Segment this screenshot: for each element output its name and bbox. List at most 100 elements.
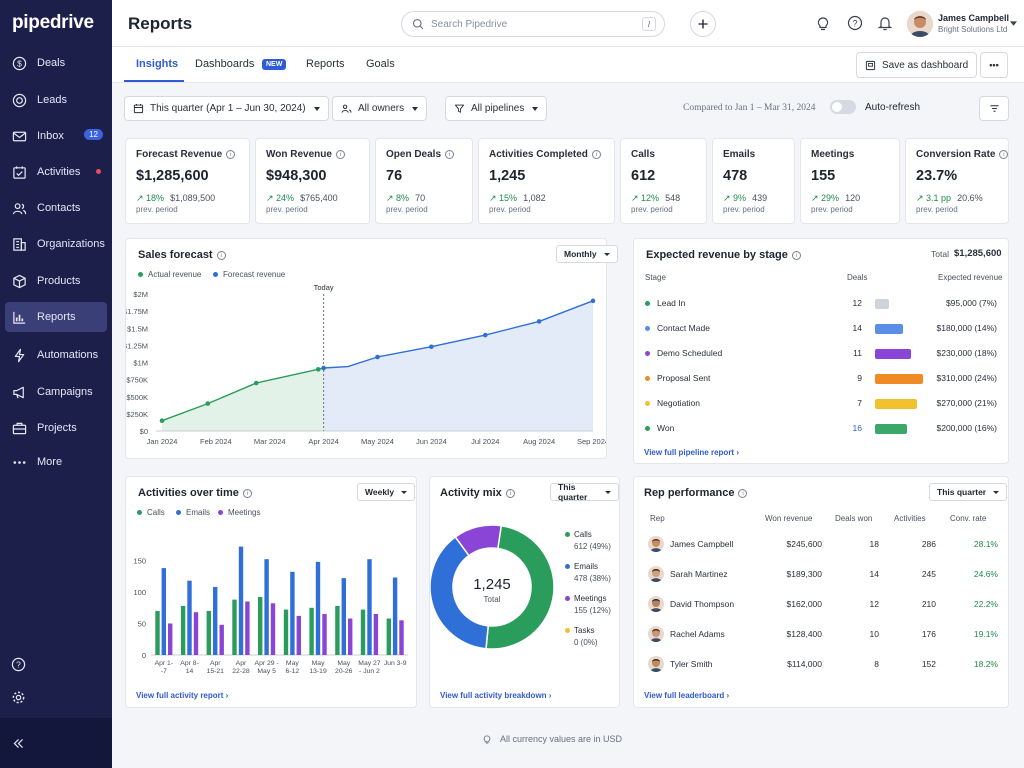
bar-calls[interactable] bbox=[180, 605, 186, 655]
info-icon[interactable]: i bbox=[999, 150, 1009, 159]
sidebar-item-products[interactable]: Products bbox=[5, 266, 107, 296]
view-activity-report-link[interactable]: View full activity report › bbox=[136, 691, 229, 700]
sidebar-item-deals[interactable]: $ Deals bbox=[5, 48, 107, 78]
tab-reports[interactable]: Reports bbox=[306, 58, 345, 70]
bar-emails[interactable] bbox=[367, 559, 372, 655]
activity-mix-period-dropdown[interactable]: This quarter bbox=[550, 482, 619, 502]
kpi-card[interactable]: Meetings 155 ↗ 29% 120 prev. period bbox=[800, 138, 900, 224]
actual-data-point[interactable] bbox=[253, 380, 259, 386]
kpi-card[interactable]: Forecast Revenue i $1,285,600 ↗ 18% $1,089,5… bbox=[125, 138, 250, 224]
table-row[interactable]: Contact Made 14 $180,000 (14%) bbox=[634, 320, 1010, 340]
chevron-down-icon[interactable] bbox=[1010, 21, 1017, 26]
info-icon[interactable]: i bbox=[738, 489, 748, 498]
info-icon[interactable]: i bbox=[591, 150, 601, 159]
lightbulb-icon[interactable] bbox=[815, 15, 831, 31]
info-icon[interactable]: i bbox=[505, 489, 515, 498]
add-button[interactable] bbox=[690, 11, 716, 37]
kpi-card[interactable]: Activities Completed i 1,245 ↗ 15% 1,082 prev… bbox=[478, 138, 615, 224]
sidebar-item-inbox[interactable]: Inbox 12 bbox=[5, 121, 107, 151]
bar-emails[interactable] bbox=[238, 546, 244, 655]
forecast-data-point[interactable] bbox=[536, 319, 542, 324]
bar-meetings[interactable] bbox=[322, 614, 327, 655]
donut-slice-meetings[interactable] bbox=[454, 524, 503, 557]
bar-emails[interactable] bbox=[315, 561, 321, 655]
tab-goals[interactable]: Goals bbox=[366, 58, 395, 70]
sales-forecast-interval-dropdown[interactable]: Monthly bbox=[556, 245, 618, 263]
bar-calls[interactable] bbox=[155, 610, 160, 655]
bar-calls[interactable] bbox=[206, 610, 211, 655]
bar-meetings[interactable] bbox=[245, 601, 250, 656]
bar-meetings[interactable] bbox=[399, 620, 404, 655]
tab-insights[interactable]: Insights bbox=[136, 58, 179, 70]
sidebar-item-campaigns[interactable]: Campaigns bbox=[5, 377, 107, 407]
view-activity-breakdown-link[interactable]: View full activity breakdown › bbox=[440, 691, 552, 700]
owners-filter-dropdown[interactable]: All owners bbox=[332, 96, 428, 121]
bar-emails[interactable] bbox=[264, 559, 269, 655]
search-input[interactable]: Search Pipedrive / bbox=[401, 11, 665, 37]
forecast-data-point[interactable] bbox=[482, 332, 488, 338]
pipedrive-logo[interactable]: pipedrive bbox=[12, 12, 94, 33]
table-row[interactable]: Tyler Smith $114,000 8 152 18.2% bbox=[634, 655, 1010, 679]
actual-data-point[interactable] bbox=[159, 418, 165, 424]
sidebar-item-reports[interactable]: Reports bbox=[5, 302, 107, 332]
table-row[interactable]: Negotiation 7 $270,000 (21%) bbox=[634, 395, 1010, 415]
more-options-button[interactable]: ••• bbox=[980, 52, 1008, 78]
view-leaderboard-link[interactable]: View full leaderboard › bbox=[644, 691, 730, 700]
activities-interval-dropdown[interactable]: Weekly bbox=[357, 483, 416, 501]
kpi-card[interactable]: Won Revenue i $948,300 ↗ 24% $765,400 prev. p… bbox=[255, 138, 370, 224]
info-icon[interactable]: i bbox=[226, 150, 236, 159]
sidebar-item-leads[interactable]: Leads bbox=[5, 85, 107, 115]
bar-emails[interactable] bbox=[290, 571, 295, 655]
table-row[interactable]: Won 16 $200,000 (16%) bbox=[634, 420, 1010, 440]
forecast-data-point[interactable] bbox=[590, 298, 596, 304]
auto-refresh-toggle[interactable] bbox=[830, 100, 856, 114]
bell-icon[interactable] bbox=[877, 15, 893, 31]
pipelines-filter-dropdown[interactable]: All pipelines bbox=[445, 96, 548, 121]
user-avatar[interactable] bbox=[907, 11, 933, 37]
bar-meetings[interactable] bbox=[373, 614, 379, 655]
table-row[interactable]: David Thompson $162,000 12 210 22.2% bbox=[634, 595, 1010, 619]
bar-emails[interactable] bbox=[392, 577, 398, 656]
period-filter-dropdown[interactable]: This quarter (Apr 1 – Jun 30, 2024) bbox=[124, 96, 329, 121]
sidebar-item-activities[interactable]: Activities bbox=[5, 157, 107, 187]
actual-data-point[interactable] bbox=[315, 367, 321, 372]
rep-performance-period-dropdown[interactable]: This quarter bbox=[929, 483, 1008, 501]
save-as-dashboard-button[interactable]: Save as dashboard bbox=[856, 52, 978, 78]
bar-calls[interactable] bbox=[386, 618, 391, 656]
bar-calls[interactable] bbox=[309, 607, 314, 656]
help-circle-icon[interactable]: ? bbox=[847, 15, 863, 31]
view-pipeline-report-link[interactable]: View full pipeline report › bbox=[644, 448, 739, 457]
table-row[interactable]: Lead In 12 $95,000 (7%) bbox=[634, 295, 1010, 315]
sidebar-item-more[interactable]: More bbox=[5, 447, 107, 477]
kpi-card[interactable]: Open Deals i 76 ↗ 8% 70 prev. period bbox=[375, 138, 473, 224]
bar-emails[interactable] bbox=[213, 587, 218, 655]
bar-meetings[interactable] bbox=[270, 603, 276, 655]
sidebar-item-organizations[interactable]: Organizations bbox=[5, 229, 107, 259]
bar-emails[interactable] bbox=[187, 580, 192, 655]
kpi-card[interactable]: Calls 612 ↗ 12% 548 prev. period bbox=[620, 138, 707, 224]
bar-meetings[interactable] bbox=[168, 623, 173, 656]
bar-meetings[interactable] bbox=[348, 618, 353, 656]
forecast-data-point[interactable] bbox=[375, 354, 380, 360]
sidebar-item-contacts[interactable]: Contacts bbox=[5, 193, 107, 223]
actual-data-point[interactable] bbox=[205, 401, 211, 406]
table-row[interactable]: Rachel Adams $128,400 10 176 19.1% bbox=[634, 625, 1010, 649]
info-icon[interactable]: i bbox=[791, 251, 801, 260]
info-icon[interactable]: i bbox=[216, 251, 226, 260]
info-icon[interactable]: i bbox=[445, 150, 455, 159]
gear-icon[interactable] bbox=[11, 690, 26, 705]
bar-calls[interactable] bbox=[258, 597, 263, 655]
bar-calls[interactable] bbox=[283, 609, 289, 655]
sidebar-item-projects[interactable]: Projects bbox=[5, 413, 107, 443]
table-row[interactable]: Proposal Sent 9 $310,000 (24%) bbox=[634, 370, 1010, 390]
bar-meetings[interactable] bbox=[193, 612, 199, 655]
help-icon[interactable]: ? bbox=[11, 657, 26, 672]
bar-calls[interactable] bbox=[232, 599, 237, 655]
bar-calls[interactable] bbox=[335, 605, 340, 655]
table-row[interactable]: Demo Scheduled 11 $230,000 (18%) bbox=[634, 345, 1010, 365]
table-row[interactable]: James Campbell $245,600 18 286 28.1% bbox=[634, 535, 1010, 559]
filter-options-button[interactable] bbox=[979, 96, 1009, 121]
bar-emails[interactable] bbox=[161, 568, 166, 655]
tab-dashboards[interactable]: Dashboards bbox=[195, 58, 255, 70]
sidebar-item-automations[interactable]: Automations bbox=[5, 340, 107, 370]
